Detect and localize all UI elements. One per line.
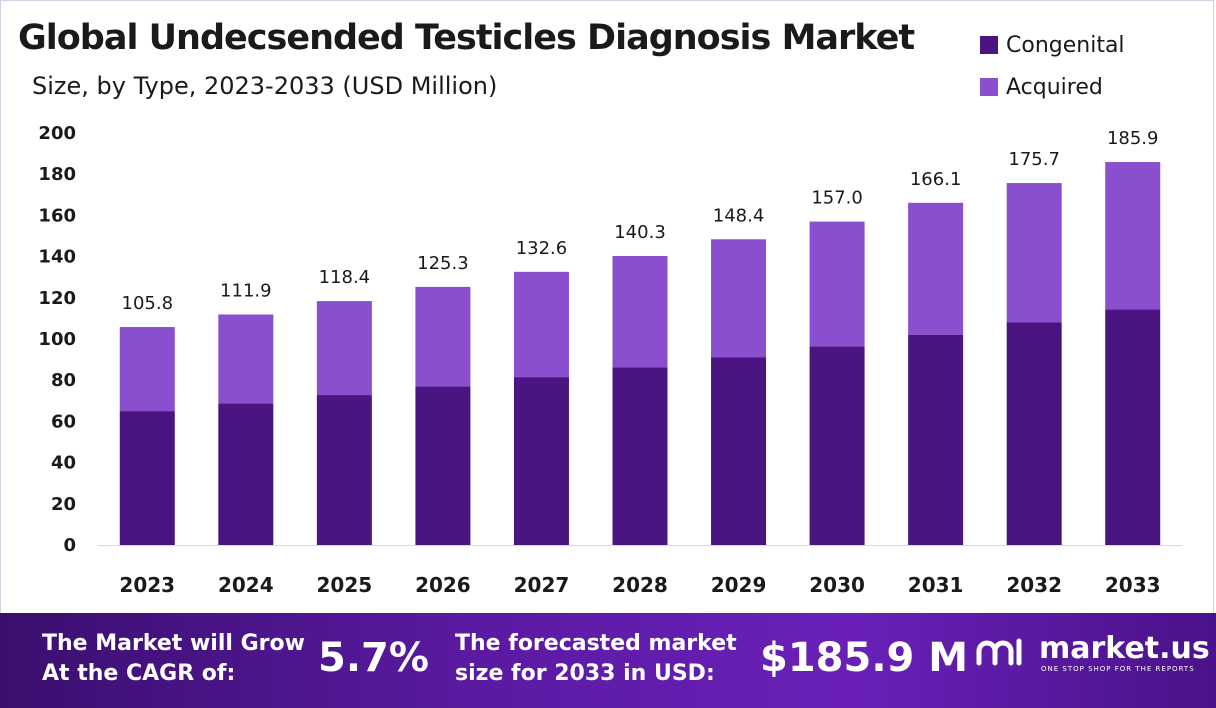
bar-acquired-2031 [908, 202, 964, 335]
bar-chart: 0 20 40 60 80 100 120 140 160 180 200 105.8 2023 111.… [38, 123, 1182, 597]
y-tick-label: 160 [38, 205, 76, 226]
data-label-total: 125.3 [417, 253, 469, 274]
bar-acquired-2023 [119, 327, 175, 412]
y-tick-label: 200 [38, 123, 76, 144]
legend-label-congenital: Congenital [1006, 32, 1125, 58]
bar-acquired-2024 [218, 314, 274, 404]
y-tick-label: 60 [51, 411, 76, 432]
y-tick-label: 100 [38, 329, 76, 350]
market-us-logo-icon [976, 638, 1022, 666]
bar-congenital-2031 [908, 334, 964, 545]
bar-acquired-2027 [513, 271, 569, 378]
x-tick-label: 2024 [218, 573, 274, 597]
data-label-total: 132.6 [516, 238, 568, 259]
chart-subtitle: Size, by Type, 2023-2033 (USD Million) [32, 72, 498, 100]
bar-congenital-2024 [218, 403, 274, 545]
data-label-total: 185.9 [1107, 128, 1159, 149]
bar-congenital-2027 [513, 377, 569, 545]
y-tick-label: 80 [51, 370, 76, 391]
bar-congenital-2033 [1105, 309, 1161, 545]
legend-label-acquired: Acquired [1006, 74, 1103, 100]
y-tick-label: 120 [38, 288, 76, 309]
forecast-caption-line1: The forecasted market [455, 631, 737, 656]
brand-name: market.us [1039, 631, 1210, 666]
y-tick-label: 20 [51, 494, 76, 515]
x-tick-label: 2027 [514, 573, 570, 597]
bar-congenital-2026 [415, 386, 471, 545]
bar-congenital-2028 [612, 367, 668, 545]
bar-acquired-2025 [316, 301, 372, 396]
bar-acquired-2028 [612, 255, 668, 368]
brand-tagline: ONE STOP SHOP FOR THE REPORTS [1041, 665, 1195, 673]
x-tick-label: 2029 [711, 573, 767, 597]
data-label-total: 111.9 [220, 280, 272, 301]
x-tick-label: 2033 [1105, 573, 1161, 597]
chart-title: Global Undecsended Testicles Diagnosis M… [18, 18, 915, 58]
bar-congenital-2030 [809, 346, 865, 545]
x-tick-label: 2023 [119, 573, 175, 597]
cagr-caption: The Market will Grow At the CAGR of: [42, 629, 305, 689]
x-tick-label: 2025 [317, 573, 373, 597]
bar-congenital-2029 [711, 357, 767, 545]
legend-item-congenital: Congenital [980, 24, 1125, 66]
x-tick-label: 2031 [908, 573, 964, 597]
brand[interactable]: market.us ONE STOP SHOP FOR THE REPORTS [975, 633, 1210, 673]
data-label-total: 118.4 [319, 267, 371, 288]
data-label-total: 148.4 [713, 205, 765, 226]
legend-item-acquired: Acquired [980, 66, 1125, 108]
bar-acquired-2030 [809, 221, 865, 347]
bar-congenital-2025 [316, 395, 372, 545]
bar-acquired-2029 [711, 239, 767, 358]
bar-acquired-2026 [415, 286, 471, 387]
footer-banner: The Market will Grow At the CAGR of: 5.7… [0, 613, 1216, 708]
legend-swatch-acquired [980, 78, 998, 96]
cagr-caption-line1: The Market will Grow [42, 631, 305, 656]
data-label-total: 166.1 [910, 169, 962, 190]
x-tick-label: 2026 [415, 573, 471, 597]
x-tick-label: 2030 [809, 573, 865, 597]
x-tick-label: 2028 [612, 573, 668, 597]
data-label-total: 105.8 [122, 293, 174, 314]
cagr-value: 5.7% [318, 635, 429, 681]
legend-swatch-congenital [980, 36, 998, 54]
forecast-caption-line2: size for 2033 in USD: [455, 661, 715, 686]
y-tick-label: 0 [63, 535, 76, 556]
forecast-value: $185.9 M [760, 635, 969, 681]
y-tick-label: 180 [38, 164, 76, 185]
brand-text: market.us ONE STOP SHOP FOR THE REPORTS [1029, 631, 1210, 674]
forecast-caption: The forecasted market size for 2033 in U… [455, 629, 737, 689]
data-label-total: 140.3 [614, 222, 666, 243]
bar-acquired-2033 [1105, 162, 1161, 310]
data-label-total: 175.7 [1008, 149, 1060, 170]
bar-acquired-2032 [1006, 183, 1062, 323]
y-tick-label: 40 [51, 453, 76, 474]
cagr-caption-line2: At the CAGR of: [42, 661, 236, 686]
y-tick-label: 140 [38, 247, 76, 268]
data-label-total: 157.0 [811, 188, 863, 209]
x-tick-label: 2032 [1006, 573, 1062, 597]
bar-congenital-2023 [119, 411, 175, 545]
bar-congenital-2032 [1006, 322, 1062, 545]
legend: Congenital Acquired [980, 24, 1125, 108]
